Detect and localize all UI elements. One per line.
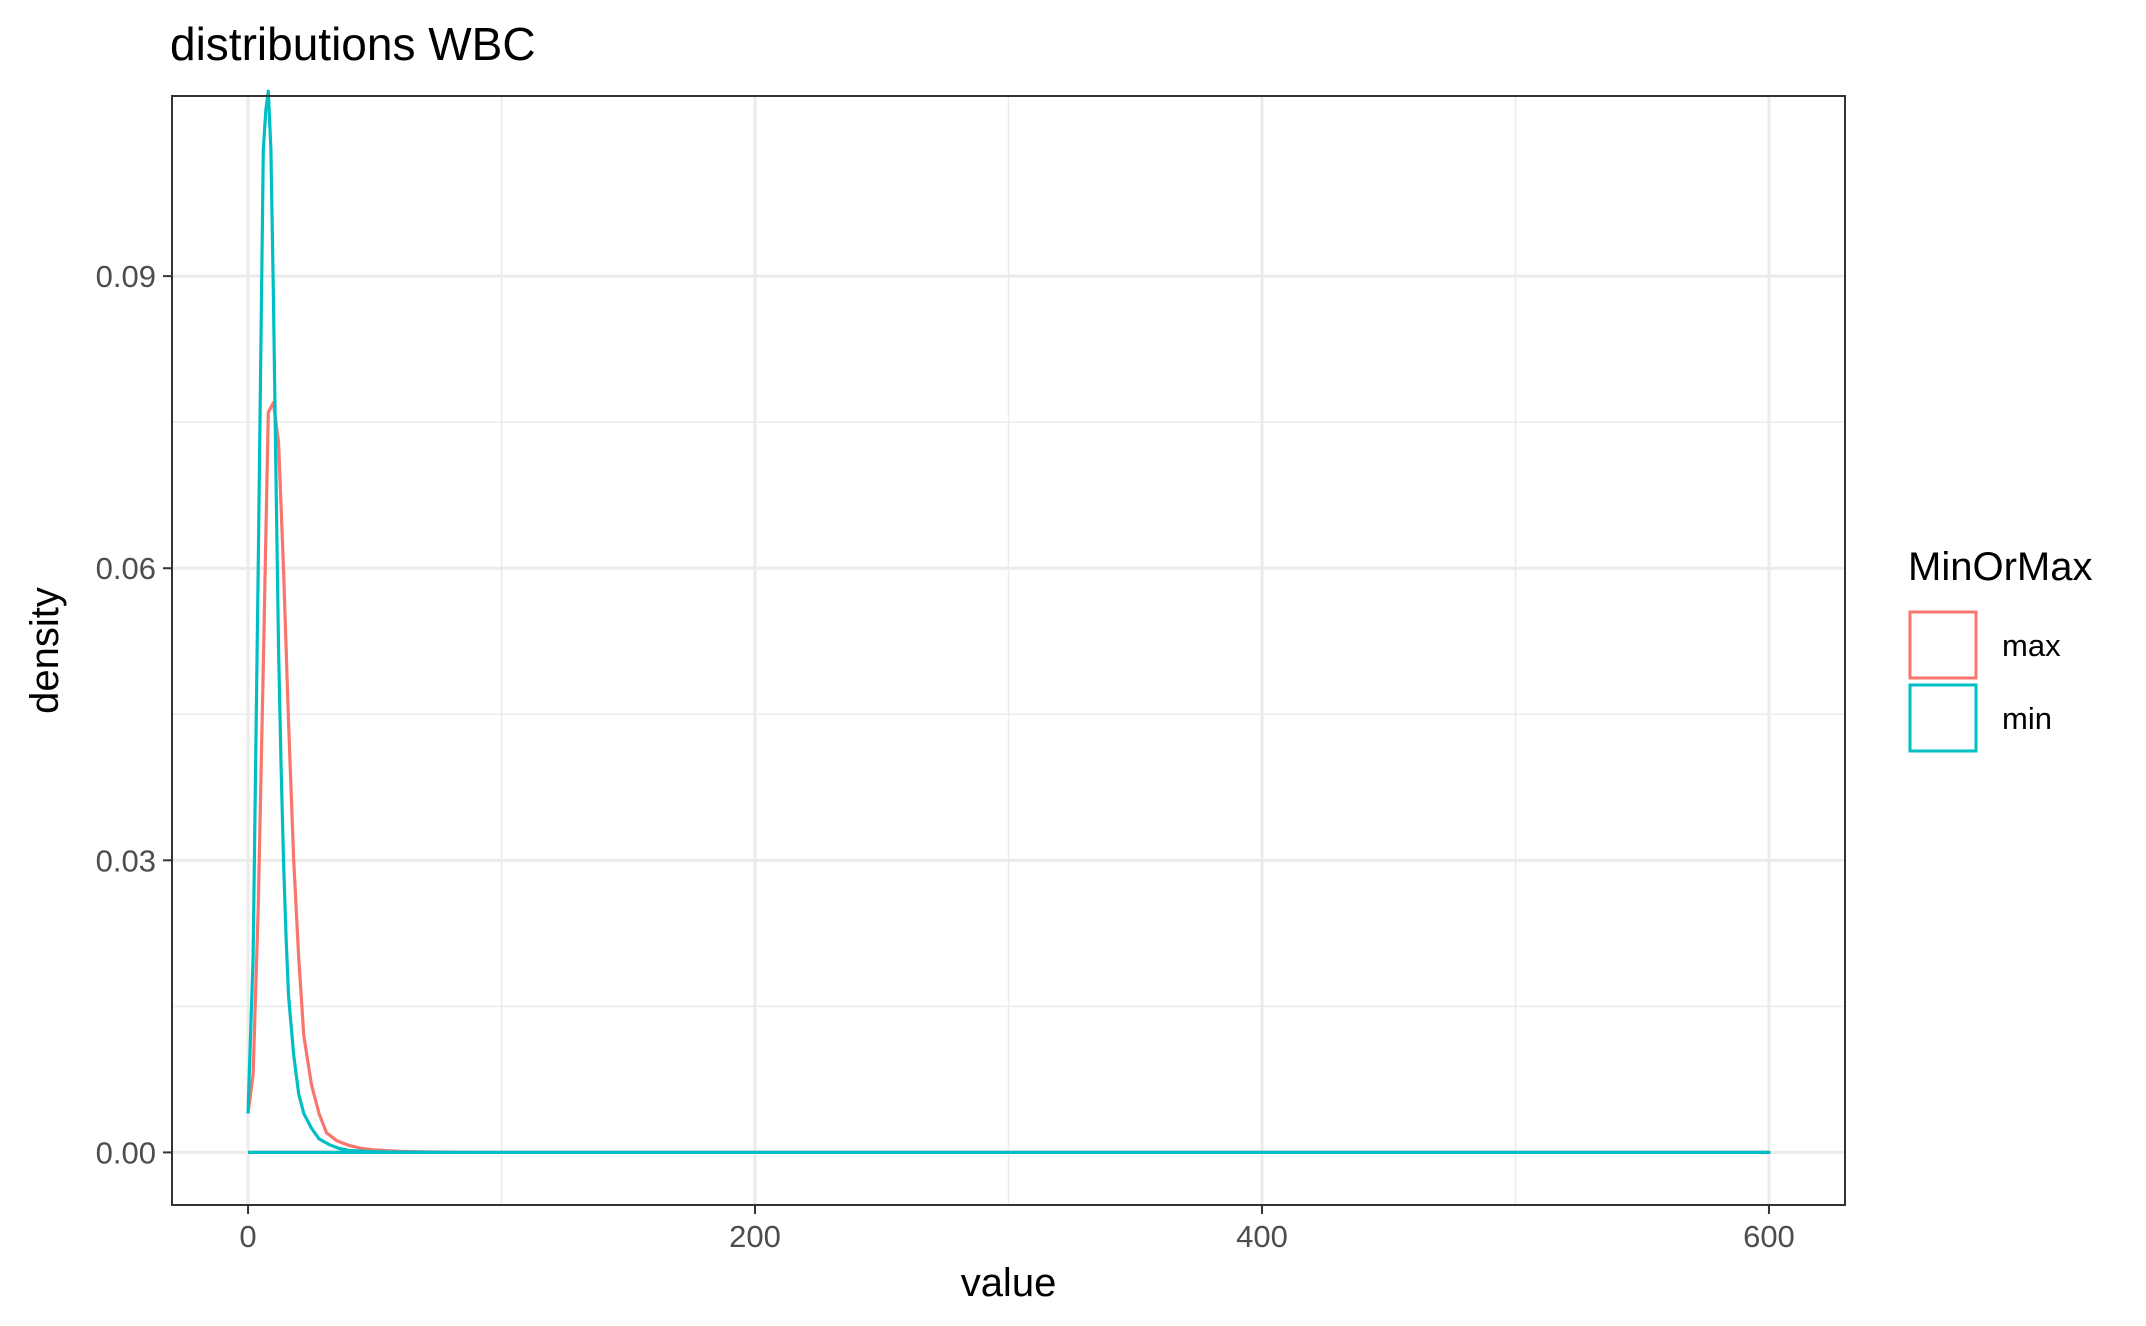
series-line-min	[246, 89, 1771, 1155]
chart-title: distributions WBC	[170, 18, 536, 70]
legend-title: MinOrMax	[1908, 545, 2092, 589]
y-axis: 0.00 0.03 0.06 0.09	[96, 259, 172, 1170]
legend-key-min	[1908, 683, 1978, 753]
y-tick-label: 0.06	[96, 551, 156, 586]
panel-border	[171, 95, 1846, 1206]
plot-panel	[171, 89, 1846, 1206]
x-axis: 0 200 400 600	[239, 1205, 1795, 1254]
legend-label-max: max	[2002, 628, 2061, 663]
y-axis-title: density	[23, 587, 67, 714]
x-tick-label: 600	[1743, 1219, 1795, 1254]
x-tick-label: 200	[729, 1219, 781, 1254]
x-tick-label: 0	[239, 1219, 256, 1254]
legend-label-min: min	[2002, 701, 2052, 736]
x-tick-label: 400	[1236, 1219, 1288, 1254]
legend: MinOrMax max min	[1908, 545, 2092, 753]
y-tick-label: 0.00	[96, 1135, 156, 1170]
legend-key-max	[1908, 610, 1978, 680]
y-tick-label: 0.09	[96, 259, 156, 294]
y-tick-label: 0.03	[96, 843, 156, 878]
x-axis-title: value	[961, 1261, 1057, 1305]
